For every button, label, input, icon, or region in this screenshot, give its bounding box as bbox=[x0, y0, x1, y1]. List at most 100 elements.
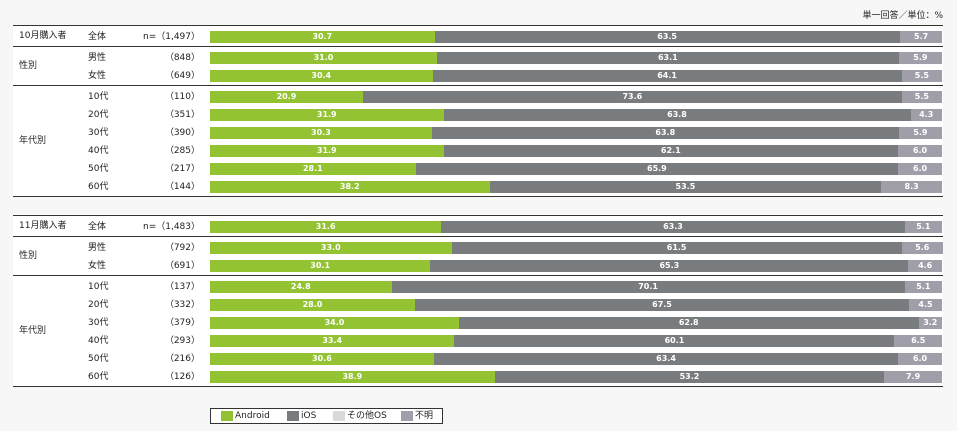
data-label: 7.9 bbox=[905, 372, 921, 381]
legend-swatch bbox=[333, 411, 345, 421]
n-paren: （ bbox=[165, 92, 175, 102]
sample-size: 217） bbox=[173, 164, 200, 174]
bar-segment-unknown: 3.2 bbox=[918, 317, 942, 329]
row-label: 20代 bbox=[88, 110, 109, 120]
data-label: 4.3 bbox=[919, 110, 934, 119]
bar-segment-unknown: 5.7 bbox=[900, 31, 942, 43]
data-label: 64.1 bbox=[657, 71, 677, 80]
data-label: 38.9 bbox=[342, 372, 363, 381]
sample-size: 649） bbox=[173, 71, 200, 81]
bar-segment-android: 33.4 bbox=[210, 335, 455, 347]
row-label: 60代 bbox=[88, 372, 109, 382]
data-label: 63.3 bbox=[663, 222, 683, 231]
legend: Android iOS その他OS 不明 bbox=[210, 408, 443, 424]
sample-size: 144） bbox=[173, 182, 200, 192]
row-label: 男性 bbox=[88, 243, 107, 253]
data-label: 65.3 bbox=[659, 261, 680, 270]
sample-size: 390） bbox=[173, 128, 200, 138]
sample-size: 691） bbox=[173, 261, 200, 271]
bar-segment-ios: 63.5 bbox=[434, 31, 900, 43]
data-label: 61.5 bbox=[666, 243, 687, 252]
bar-segment-unknown: 4.3 bbox=[910, 109, 942, 121]
sample-size: n=（1,483） bbox=[142, 222, 200, 232]
bar-segment-unknown: 5.1 bbox=[904, 221, 942, 233]
bar-segment-android: 30.3 bbox=[210, 127, 432, 139]
divider bbox=[13, 85, 943, 86]
legend-item-ios: iOS bbox=[287, 410, 316, 422]
legend-swatch bbox=[401, 411, 413, 421]
row-label: 50代 bbox=[88, 354, 109, 364]
legend-label: iOS bbox=[301, 411, 317, 421]
bar-segment-ios: 67.5 bbox=[414, 299, 910, 311]
data-label: 63.8 bbox=[655, 128, 676, 137]
block-title: 11月購入者 bbox=[19, 221, 67, 231]
data-label: 28.0 bbox=[302, 300, 323, 309]
sample-size: 332） bbox=[173, 300, 200, 310]
block-gap bbox=[13, 197, 943, 214]
n-paren: （ bbox=[165, 336, 175, 346]
data-label: 31.0 bbox=[313, 53, 334, 62]
sample-size: 137） bbox=[173, 282, 200, 292]
legend-label: その他OS bbox=[347, 411, 387, 421]
bar-segment-ios: 65.3 bbox=[430, 260, 909, 272]
bar-segment-unknown: 4.5 bbox=[909, 299, 942, 311]
divider bbox=[13, 46, 943, 47]
data-label: 60.1 bbox=[664, 336, 685, 345]
sample-size: 285） bbox=[173, 146, 200, 156]
data-label: 24.8 bbox=[290, 282, 311, 291]
divider bbox=[13, 215, 943, 216]
data-label: 5.1 bbox=[916, 222, 931, 231]
data-label: 5.9 bbox=[913, 128, 928, 137]
bar-segment-ios: 63.4 bbox=[433, 353, 899, 365]
data-label: 5.1 bbox=[916, 282, 931, 291]
divider bbox=[13, 25, 943, 26]
bar-segment-unknown: 6.0 bbox=[898, 145, 942, 157]
data-label: 53.2 bbox=[679, 372, 700, 381]
bar-segment-unknown: 5.9 bbox=[898, 52, 942, 64]
data-label: 34.0 bbox=[324, 318, 345, 327]
data-label: 31.9 bbox=[316, 146, 337, 155]
n-paren: （ bbox=[165, 110, 175, 120]
data-label: 5.9 bbox=[913, 53, 928, 62]
data-label: 33.0 bbox=[320, 243, 341, 252]
row-label: 10代 bbox=[88, 282, 109, 292]
bar-segment-android: 31.0 bbox=[210, 52, 437, 64]
divider bbox=[13, 196, 943, 197]
legend-item-android: Android bbox=[221, 410, 270, 422]
divider bbox=[13, 236, 943, 237]
data-label: 4.5 bbox=[918, 300, 933, 309]
data-label: 8.3 bbox=[904, 182, 919, 191]
bar-segment-android: 20.9 bbox=[210, 91, 363, 103]
legend-swatch bbox=[221, 411, 233, 421]
row-label: 男性 bbox=[88, 53, 107, 63]
n-paren: （ bbox=[165, 282, 175, 292]
sample-size: 216） bbox=[173, 354, 200, 364]
data-label: 30.4 bbox=[311, 71, 332, 80]
data-label: 6.0 bbox=[912, 164, 928, 173]
data-label: 3.2 bbox=[923, 318, 938, 327]
data-label: 6.0 bbox=[912, 146, 928, 155]
bar-segment-android: 38.2 bbox=[210, 181, 490, 193]
data-label: 62.8 bbox=[678, 318, 699, 327]
bar-segment-unknown: 5.5 bbox=[901, 91, 942, 103]
data-label: 4.6 bbox=[918, 261, 933, 270]
row-label: 60代 bbox=[88, 182, 109, 192]
n-paren: （ bbox=[165, 243, 175, 253]
bar-segment-ios: 62.1 bbox=[443, 145, 899, 157]
bar-segment-unknown: 6.0 bbox=[898, 353, 942, 365]
sample-size: 848） bbox=[173, 53, 200, 63]
bar-segment-ios: 62.8 bbox=[458, 317, 919, 329]
n-paren: （ bbox=[165, 71, 175, 81]
data-label: 70.1 bbox=[638, 282, 658, 291]
n-paren: （ bbox=[165, 128, 175, 138]
legend-swatch bbox=[287, 411, 299, 421]
data-label: 30.7 bbox=[312, 32, 333, 41]
bar-segment-android: 30.4 bbox=[210, 70, 433, 82]
sample-size: 379） bbox=[173, 318, 200, 328]
sample-size: n=（1,497） bbox=[142, 32, 200, 42]
bar-segment-android: 28.0 bbox=[210, 299, 415, 311]
data-label: 6.5 bbox=[911, 336, 926, 345]
bar-segment-unknown: 7.9 bbox=[884, 371, 942, 383]
data-label: 62.1 bbox=[660, 146, 681, 155]
bar-segment-other-os bbox=[899, 31, 901, 43]
